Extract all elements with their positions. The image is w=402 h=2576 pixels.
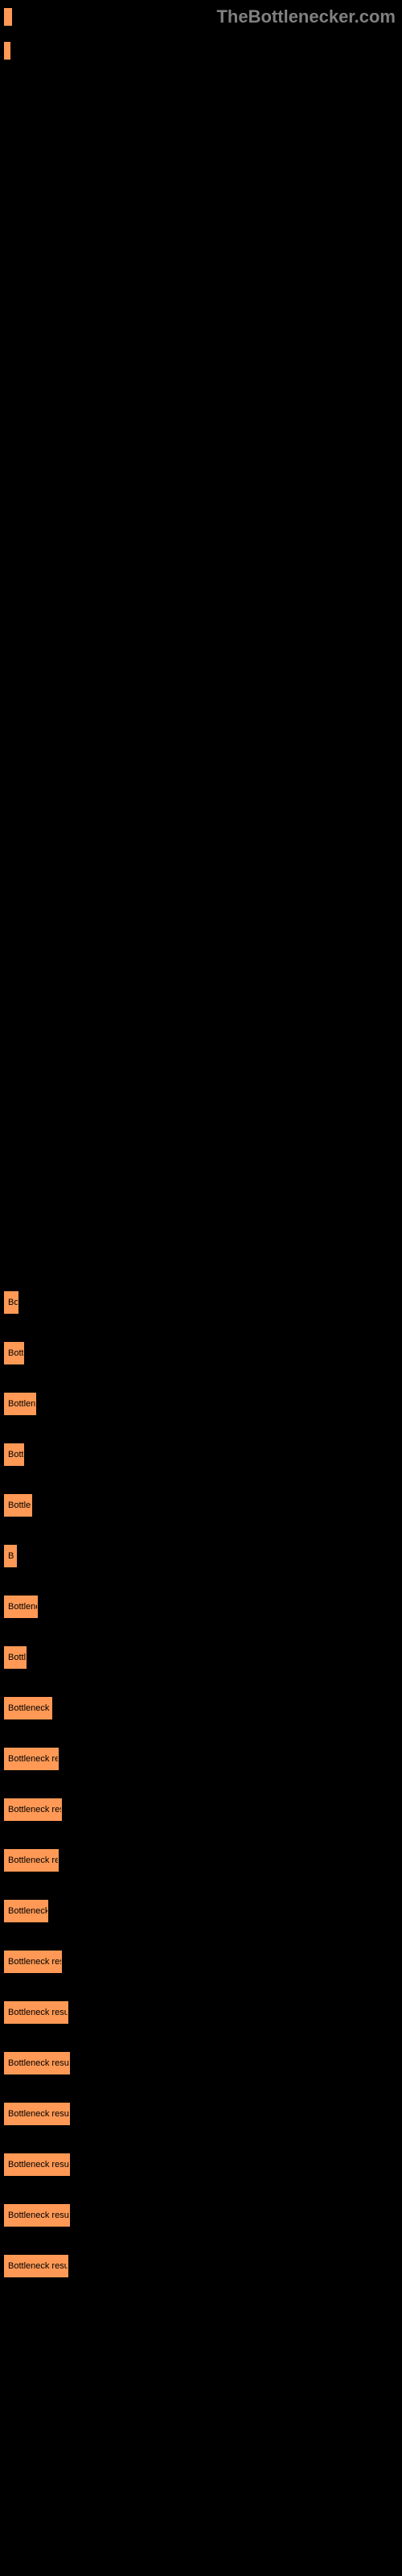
bar-fill: Bottleneck res — [4, 1849, 59, 1872]
chart-section: Bo Bott Bottlen Bott Bottle B Bottlene Bottl Bot… — [0, 1291, 402, 2277]
bar-row: Bottleneck result — [4, 2001, 398, 2024]
bar-fill: Bottleneck re — [4, 1748, 59, 1770]
bar-row: Bottleneck resu — [4, 1951, 398, 1973]
bar-fill: Bottl — [4, 1646, 27, 1669]
bar-row: Bottleneck result — [4, 2103, 398, 2125]
bar-row: Bottleneck — [4, 1900, 398, 1922]
bar-row: Bottleneck result — [4, 2153, 398, 2176]
watermark-text: TheBottlenecker.com — [216, 6, 396, 27]
bar-fill: Bo — [4, 1291, 18, 1314]
bar-fill: Bottleneck resul — [4, 2255, 68, 2277]
bar-row: Bott — [4, 1443, 398, 1466]
bar-row: Bottlene — [4, 1596, 398, 1618]
bar-fill: Bottleneck result — [4, 2153, 70, 2176]
bar-fill: Bottleneck result — [4, 2103, 70, 2125]
bar-fill: Bottleneck — [4, 1900, 48, 1922]
bar-row: Bottle — [4, 1494, 398, 1517]
bar-fill: Bottleneck result — [4, 2052, 70, 2074]
top-bar-fill-1 — [4, 42, 10, 60]
bar-fill: Bott — [4, 1443, 24, 1466]
bar-row: Bottleneck result — [4, 2052, 398, 2074]
bar-row: Bottlen — [4, 1393, 398, 1415]
top-bar-1 — [4, 42, 398, 64]
bar-row: Bottl — [4, 1646, 398, 1669]
bar-fill: Bottlene — [4, 1596, 38, 1618]
bar-fill: Bottleneck resu — [4, 1951, 62, 1973]
bar-fill: Bottleneck result — [4, 2001, 68, 2024]
bar-fill: B — [4, 1545, 17, 1567]
bar-fill: Bott — [4, 1342, 24, 1364]
bar-fill: Bottleneck resu — [4, 1798, 62, 1821]
bar-row: Bottleneck re — [4, 1748, 398, 1770]
bar-fill: Bottleneck result — [4, 2204, 70, 2227]
bar-row: Bo — [4, 1291, 398, 1314]
bar-row: Bottleneck r — [4, 1697, 398, 1719]
bar-row: Bottleneck result — [4, 2204, 398, 2227]
bar-row: B — [4, 1545, 398, 1567]
spacer — [0, 84, 402, 1291]
bar-fill: Bottleneck r — [4, 1697, 52, 1719]
bar-fill: Bottlen — [4, 1393, 36, 1415]
bar-row: Bott — [4, 1342, 398, 1364]
top-bar-fill-0 — [4, 8, 12, 26]
bar-fill: Bottle — [4, 1494, 32, 1517]
bar-row: Bottleneck resul — [4, 2255, 398, 2277]
bar-row: Bottleneck res — [4, 1849, 398, 1872]
bar-row: Bottleneck resu — [4, 1798, 398, 1821]
